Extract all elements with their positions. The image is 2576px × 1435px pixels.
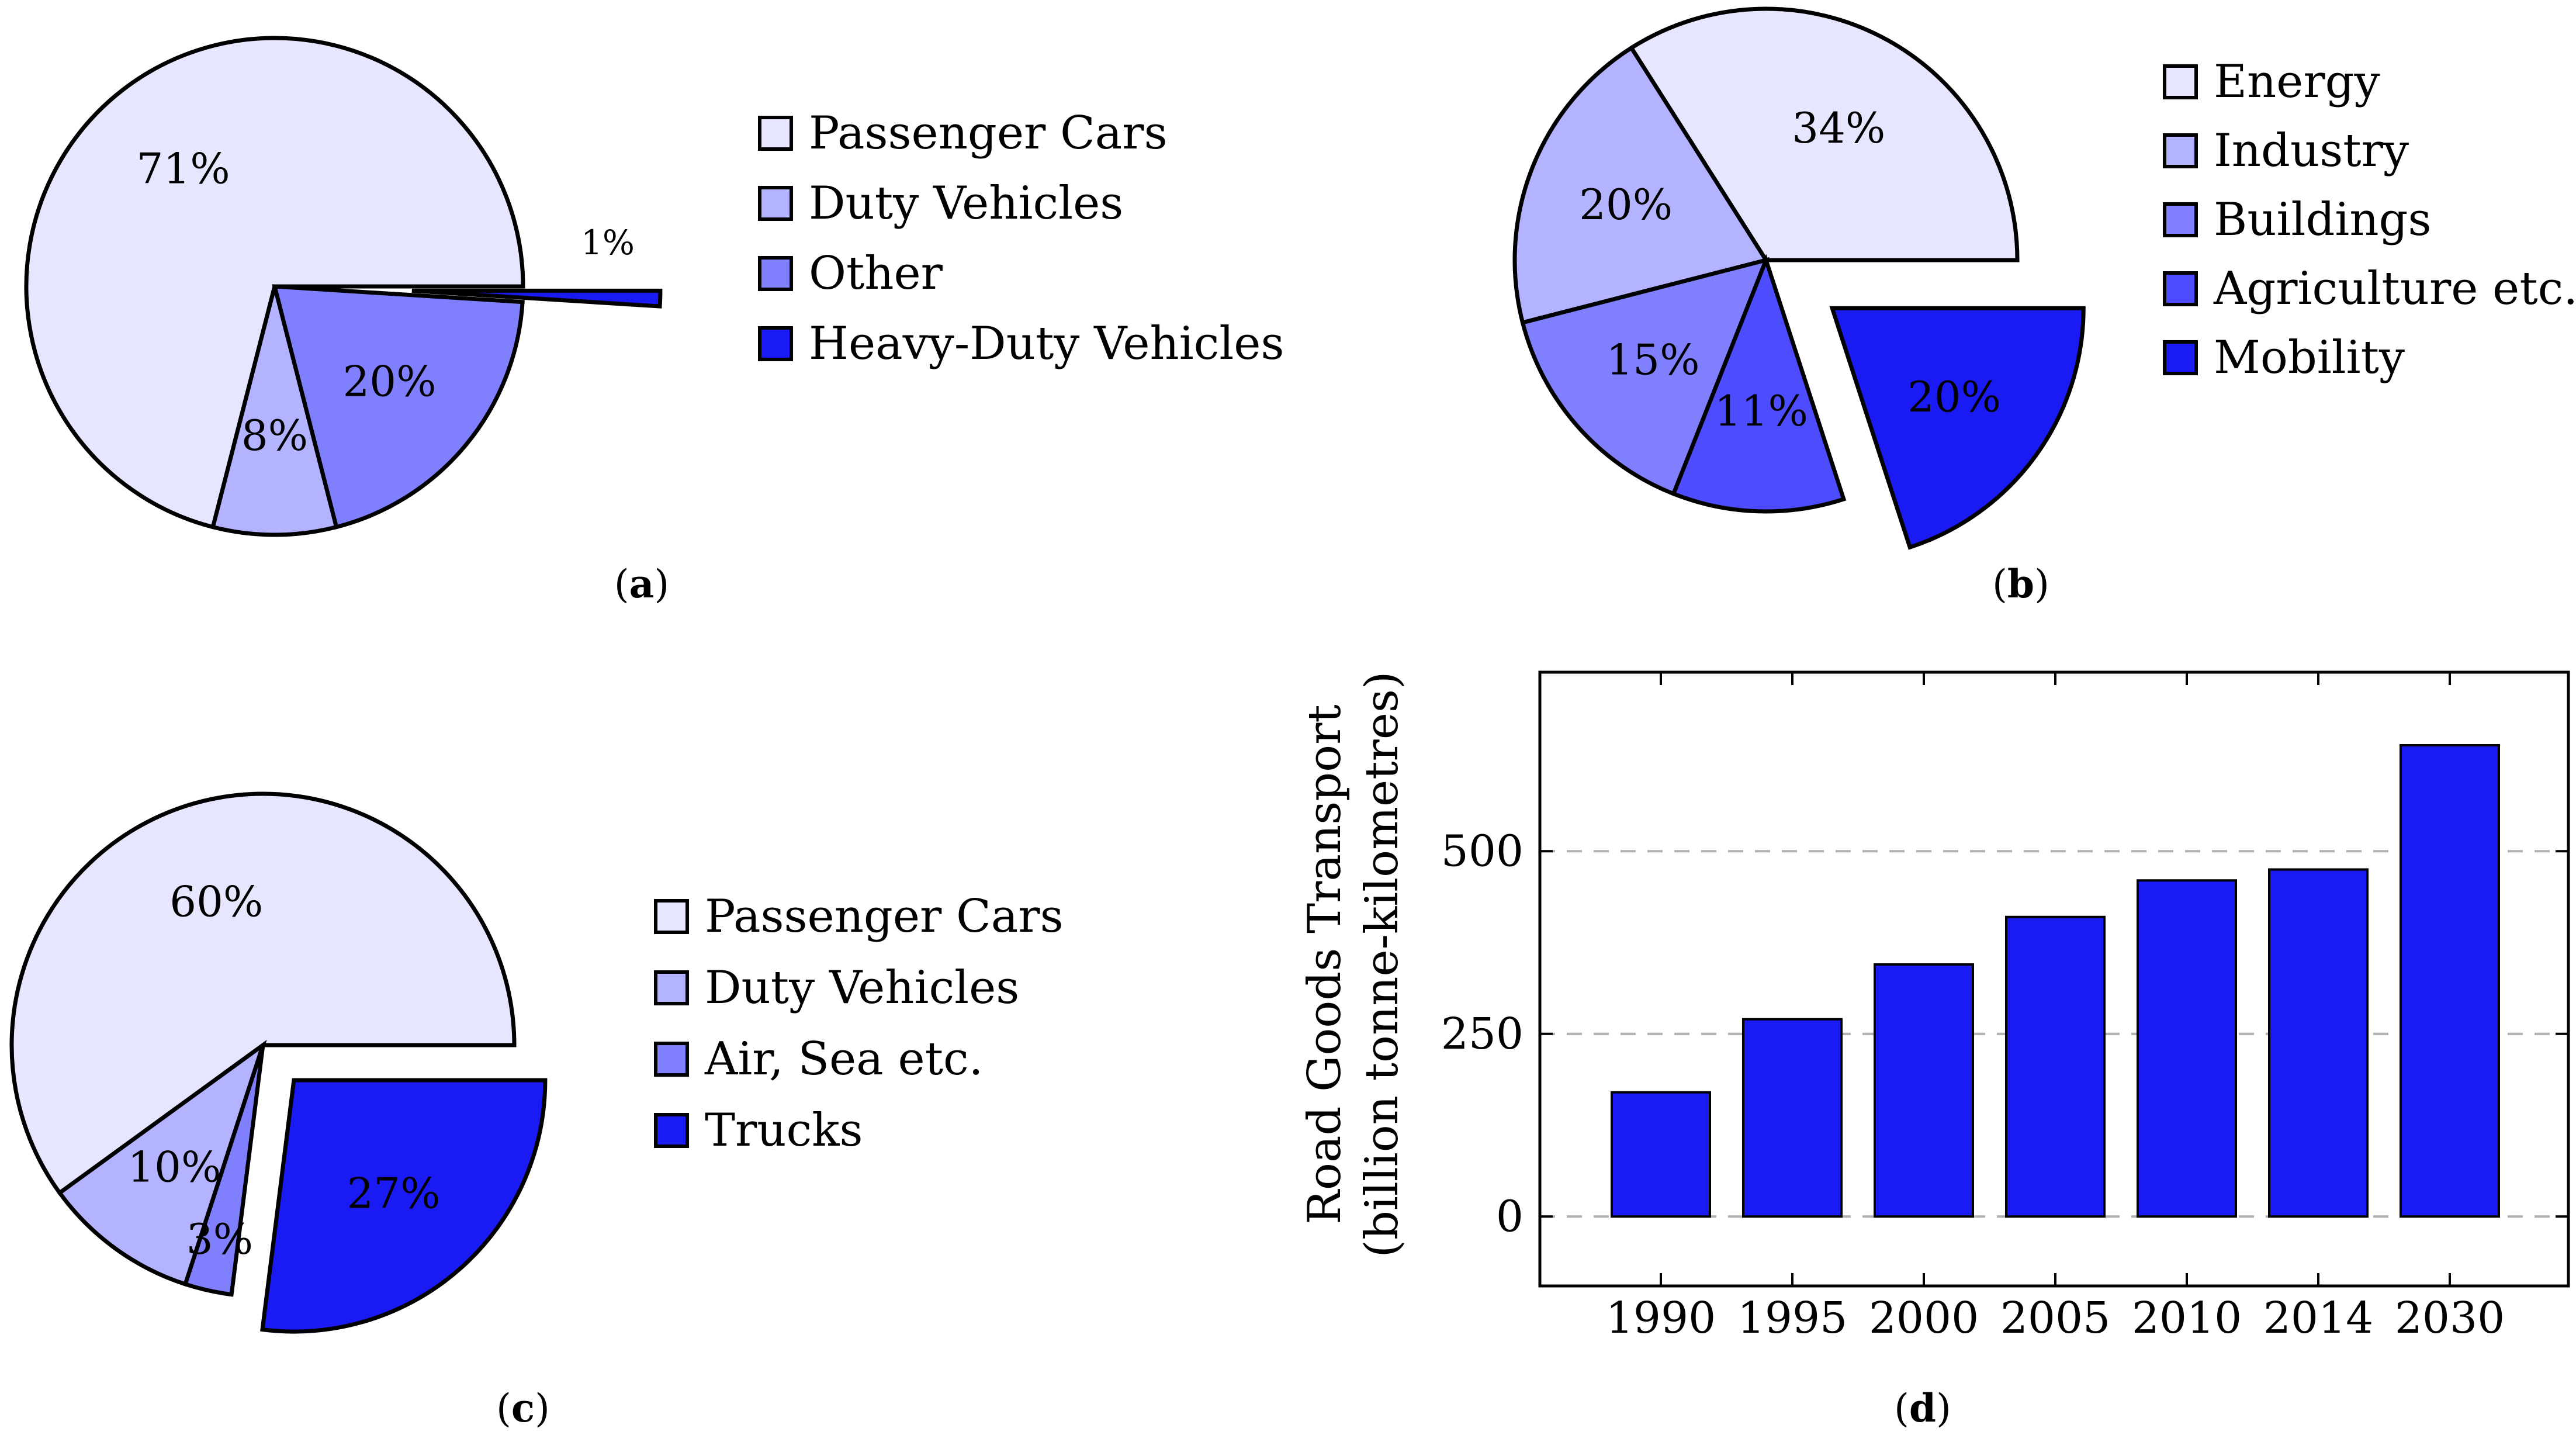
legend-swatch-duty-vehicles xyxy=(654,970,689,1005)
bar-2014 xyxy=(2268,868,2369,1218)
legend-label-air-sea-etc: Air, Sea etc. xyxy=(704,1033,983,1085)
caption-b: (b) xyxy=(1992,561,2049,607)
y-axis-label: Road Goods Transport (billion tonne-kilom… xyxy=(1299,672,1408,1258)
legend-swatch-energy xyxy=(2163,64,2198,99)
slice-label-heavy-duty-vehicles: 1% xyxy=(581,223,635,262)
bar-2000 xyxy=(1874,963,1974,1218)
legend-label-other: Other xyxy=(809,247,943,300)
legend-label-industry: Industry xyxy=(2214,125,2409,177)
legend-label-buildings: Buildings xyxy=(2214,193,2432,246)
xtick-label-1990: 1990 xyxy=(1606,1293,1716,1343)
y-axis-label-line: (billion tonne-kilometres) xyxy=(1356,672,1408,1258)
pie-chart-b: 34% 20% 15% 11% 20% xyxy=(1512,6,2086,550)
slice-industry xyxy=(1512,45,1770,326)
pie-chart-a: 71% 8% 20% 1% xyxy=(24,36,663,537)
slice-label-passenger-cars: 60% xyxy=(169,877,263,926)
legend-swatch-agriculture-etc xyxy=(2163,271,2198,306)
slice-duty-vehicles xyxy=(210,286,339,537)
slice-agriculture-etc xyxy=(1671,254,1847,514)
caption-letter: d xyxy=(1909,1385,1936,1431)
slice-buildings xyxy=(1520,257,1770,497)
caption-c: (c) xyxy=(496,1385,550,1431)
legend-label-agriculture-etc: Agriculture etc. xyxy=(2213,262,2576,315)
caption-letter: b xyxy=(2007,561,2034,607)
slice-trucks xyxy=(260,1078,548,1334)
xtick-label-2005: 2005 xyxy=(2000,1293,2110,1343)
ytick-label-0: 0 xyxy=(1496,1191,1524,1242)
xtick-label-1995: 1995 xyxy=(1737,1293,1847,1343)
legend-label-duty-vehicles: Duty Vehicles xyxy=(809,177,1123,230)
slice-label-industry: 20% xyxy=(1579,180,1673,229)
caption-d: (d) xyxy=(1894,1385,1951,1431)
legend-swatch-mobility xyxy=(2163,340,2198,375)
bar-2005 xyxy=(2005,915,2106,1218)
legend-swatch-air-sea-etc xyxy=(654,1042,689,1077)
bar-2010 xyxy=(2137,879,2237,1218)
xtick-label-2010: 2010 xyxy=(2132,1293,2242,1343)
slice-label-energy: 34% xyxy=(1792,103,1885,153)
legend-label-trucks: Trucks xyxy=(705,1104,863,1157)
y-axis-label-line: Road Goods Transport xyxy=(1299,704,1351,1225)
legend-swatch-trucks xyxy=(654,1113,689,1148)
legend-swatch-duty-vehicles xyxy=(758,186,793,221)
legend-label-passenger-cars: Passenger Cars xyxy=(705,890,1064,943)
legend-label-heavy-duty-vehicles: Heavy-Duty Vehicles xyxy=(809,317,1284,370)
slice-passenger-cars xyxy=(24,36,525,530)
slice-label-other: 20% xyxy=(342,357,436,406)
slice-label-passenger-cars: 71% xyxy=(137,144,230,193)
bar-1995 xyxy=(1742,1018,1843,1218)
xtick-label-2000: 2000 xyxy=(1869,1293,1979,1343)
legend-b: Energy Industry Buildings Agriculture etc. M… xyxy=(2163,56,2576,384)
slice-air-sea-etc xyxy=(182,1044,265,1297)
legend-swatch-heavy-duty-vehicles xyxy=(758,326,793,361)
slice-label-duty-vehicles: 8% xyxy=(241,411,308,460)
legend-swatch-other xyxy=(758,256,793,291)
slice-label-trucks: 27% xyxy=(347,1169,440,1218)
legend-swatch-passenger-cars xyxy=(758,116,793,151)
slice-passenger-cars xyxy=(9,791,517,1196)
xtick-label-2030: 2030 xyxy=(2395,1293,2505,1343)
slice-label-air-sea-etc: 3% xyxy=(186,1215,253,1264)
bar-2030 xyxy=(2400,744,2500,1218)
legend-swatch-industry xyxy=(2163,133,2198,168)
slice-heavy-duty-vehicles xyxy=(411,288,663,309)
legend-c: Passenger Cars Duty Vehicles Air, Sea etc.… xyxy=(654,890,1064,1157)
legend-label-mobility: Mobility xyxy=(2214,331,2405,384)
legend-a: Passenger Cars Duty Vehicles Other Heavy-Du… xyxy=(758,107,1284,370)
plot-frame xyxy=(1538,670,2570,1288)
legend-swatch-passenger-cars xyxy=(654,899,689,934)
xtick-label-2014: 2014 xyxy=(2263,1293,2373,1343)
slice-label-mobility: 20% xyxy=(1907,372,2001,421)
pie-chart-c: 60% 10% 3% 27% xyxy=(9,791,548,1334)
slice-label-buildings: 15% xyxy=(1606,336,1699,385)
caption-a: (a) xyxy=(614,561,669,607)
legend-label-passenger-cars: Passenger Cars xyxy=(809,107,1168,160)
slice-label-duty-vehicles: 10% xyxy=(127,1143,221,1192)
legend-label-duty-vehicles: Duty Vehicles xyxy=(705,962,1019,1014)
caption-letter: a xyxy=(629,561,655,607)
ytick-label-500: 500 xyxy=(1441,826,1524,876)
slice-duty-vehicles xyxy=(57,1039,267,1287)
slice-label-agriculture-etc: 11% xyxy=(1715,386,1808,435)
bar-1990 xyxy=(1611,1091,1711,1218)
legend-swatch-buildings xyxy=(2163,202,2198,237)
legend-label-energy: Energy xyxy=(2214,56,2380,108)
bar-chart-d: 0 250 500 1990 1995 2000 2005 2010 2014 2030 Road … xyxy=(1299,670,2570,1343)
ytick-label-250: 250 xyxy=(1441,1009,1524,1059)
caption-letter: c xyxy=(511,1385,535,1431)
slice-mobility xyxy=(1829,306,2086,550)
slice-other xyxy=(272,284,525,530)
